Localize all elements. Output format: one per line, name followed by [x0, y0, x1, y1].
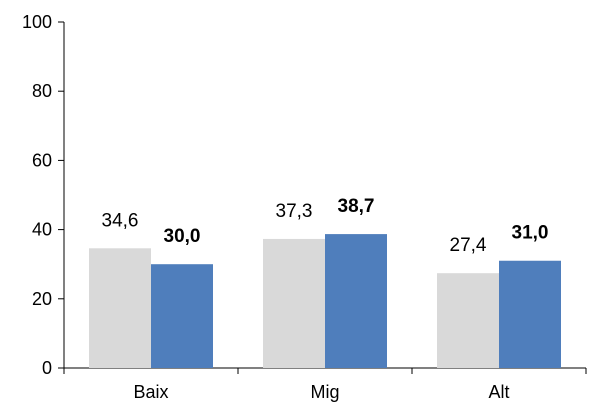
y-axis: 0 20 40 60 80 100	[22, 12, 65, 378]
x-tick-label: Alt	[488, 382, 509, 402]
y-tick-label: 0	[42, 358, 52, 378]
data-label: 37,3	[276, 201, 313, 222]
data-label: 30,0	[164, 226, 201, 247]
y-tick-label: 20	[32, 289, 52, 309]
bar-s1-mig	[263, 238, 325, 368]
bar-s2-alt	[499, 260, 561, 368]
y-tick-label: 100	[22, 12, 52, 32]
data-label: 31,0	[512, 223, 549, 244]
data-label: 34,6	[102, 210, 139, 231]
data-label: 38,7	[338, 196, 375, 217]
data-labels: 34,6 37,3 27,4 30,0 38,7 31,0	[102, 196, 549, 256]
x-tick-label: Mig	[310, 382, 339, 402]
x-axis: Baix Mig Alt	[63, 367, 587, 402]
bar-s1-baix	[89, 248, 151, 368]
bars	[89, 234, 561, 368]
bar-s1-alt	[437, 273, 499, 368]
x-tick-label: Baix	[133, 382, 168, 402]
y-tick-label: 40	[32, 220, 52, 240]
y-tick-label: 80	[32, 81, 52, 101]
data-label: 27,4	[450, 235, 487, 256]
y-tick-label: 60	[32, 150, 52, 170]
bar-s2-mig	[325, 234, 387, 368]
bar-s2-baix	[151, 264, 213, 368]
